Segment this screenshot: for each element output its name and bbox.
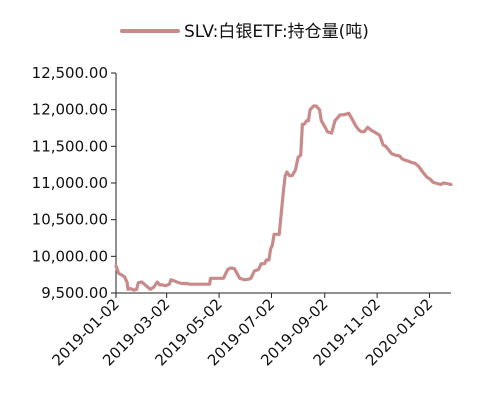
series-line-0 <box>114 104 453 292</box>
y-tick-label: 10,500.00 <box>32 211 108 229</box>
y-axis-tick-labels: 9,500.00 10,000.00 10,500.00 11,000.00 11,50… <box>32 64 108 302</box>
axes <box>111 72 451 298</box>
y-tick-label: 12,000.00 <box>32 101 108 119</box>
legend: SLV:白银ETF:持仓量(吨) <box>120 22 369 42</box>
y-tick-label: 11,500.00 <box>32 137 108 155</box>
y-tick-label: 12,500.00 <box>32 64 108 82</box>
y-tick-label: 11,000.00 <box>32 174 108 192</box>
x-axis-tick-labels: 2019-01-022019-03-022019-05-022019-07-02… <box>48 295 436 369</box>
legend-label: SLV:白银ETF:持仓量(吨) <box>184 22 369 42</box>
y-tick-label: 10,000.00 <box>32 247 108 265</box>
y-tick-label: 9,500.00 <box>41 284 108 302</box>
series-group <box>114 104 453 292</box>
